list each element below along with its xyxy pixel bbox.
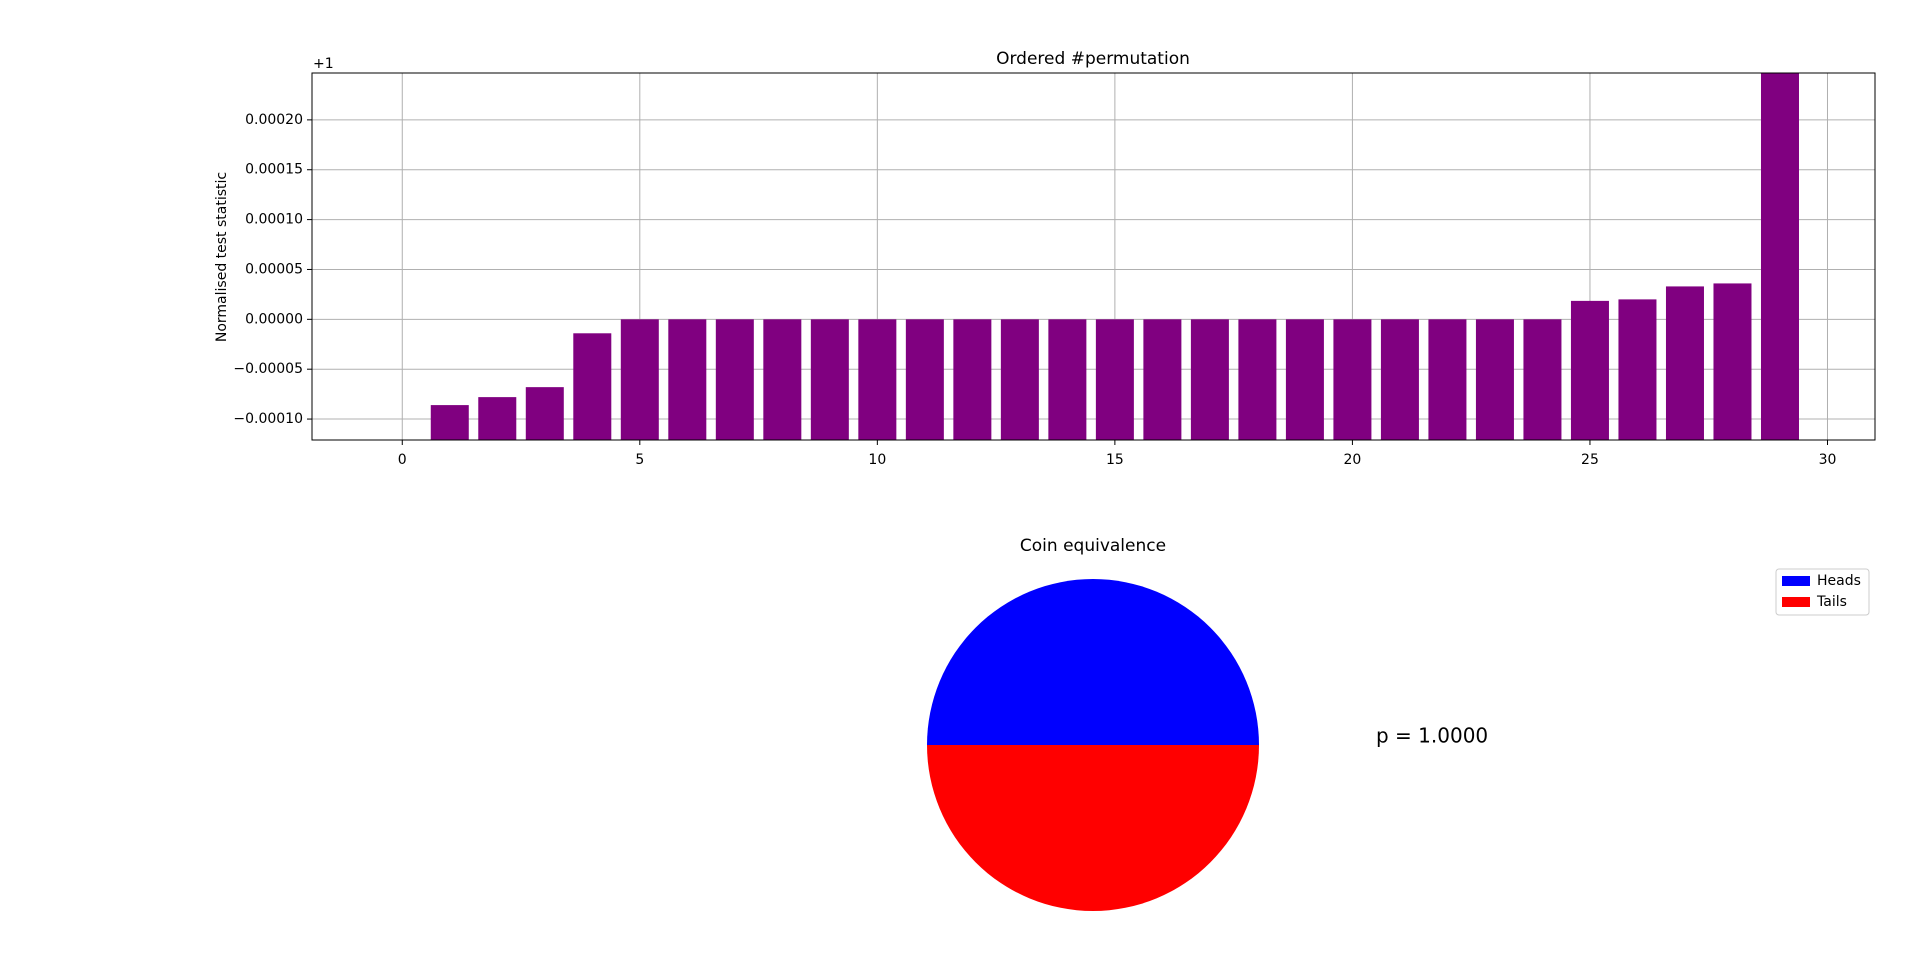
bar <box>1285 319 1324 440</box>
bar <box>1380 319 1419 440</box>
x-tick-label: 0 <box>398 452 407 468</box>
bar <box>1143 319 1182 440</box>
y-tick-label: −0.00005 <box>233 361 303 377</box>
bar <box>1048 319 1087 440</box>
bar <box>525 387 564 440</box>
pie-title: Coin equivalence <box>1020 536 1166 556</box>
bar <box>1428 319 1467 440</box>
bar <box>763 319 802 440</box>
x-tick-label: 20 <box>1344 452 1362 468</box>
y-tick-label: 0.00000 <box>245 311 303 327</box>
x-tick-label: 25 <box>1581 452 1599 468</box>
x-tick-label: 15 <box>1106 452 1124 468</box>
y-tick-label: −0.00010 <box>233 411 303 427</box>
bar <box>1095 319 1134 440</box>
y-offset-label: +1 <box>313 56 334 72</box>
bar <box>478 397 517 440</box>
bar <box>1238 319 1277 440</box>
bar <box>1570 300 1609 440</box>
y-axis-label: Normalised test statistic <box>214 172 230 342</box>
y-tick-label: 0.00020 <box>245 112 303 128</box>
bar <box>1000 319 1039 440</box>
x-tick-label: 10 <box>868 452 886 468</box>
bar <box>1523 319 1562 440</box>
legend-label: Tails <box>1816 594 1847 610</box>
bars <box>430 73 1799 440</box>
bar <box>905 319 944 440</box>
bar <box>715 319 754 440</box>
bar <box>1618 299 1657 440</box>
bar <box>668 319 707 440</box>
bar <box>1333 319 1372 440</box>
x-tick-label: 5 <box>635 452 644 468</box>
annotation: p = 1.0000 <box>1376 724 1488 748</box>
y-tick-label: 0.00015 <box>245 162 303 178</box>
bar <box>1475 319 1514 440</box>
bar <box>573 333 612 440</box>
bar <box>810 319 849 440</box>
chart-title: Ordered #permutation <box>996 49 1190 69</box>
pie-slice <box>927 579 1259 745</box>
bar <box>953 319 992 440</box>
legend-swatch <box>1782 597 1810 607</box>
bar <box>1713 283 1752 440</box>
bar <box>620 319 659 440</box>
legend-label: Heads <box>1817 573 1861 589</box>
bar <box>858 319 897 440</box>
y-tick-label: 0.00005 <box>245 261 303 277</box>
bar <box>430 405 469 440</box>
bar <box>1760 73 1799 440</box>
bar <box>1665 286 1704 440</box>
axes-frame <box>311 72 1876 441</box>
legend-swatch <box>1782 576 1810 586</box>
pie-slice <box>927 745 1259 911</box>
bar <box>1190 319 1229 440</box>
x-tick-label: 30 <box>1819 452 1837 468</box>
y-tick-label: 0.00010 <box>245 212 303 228</box>
